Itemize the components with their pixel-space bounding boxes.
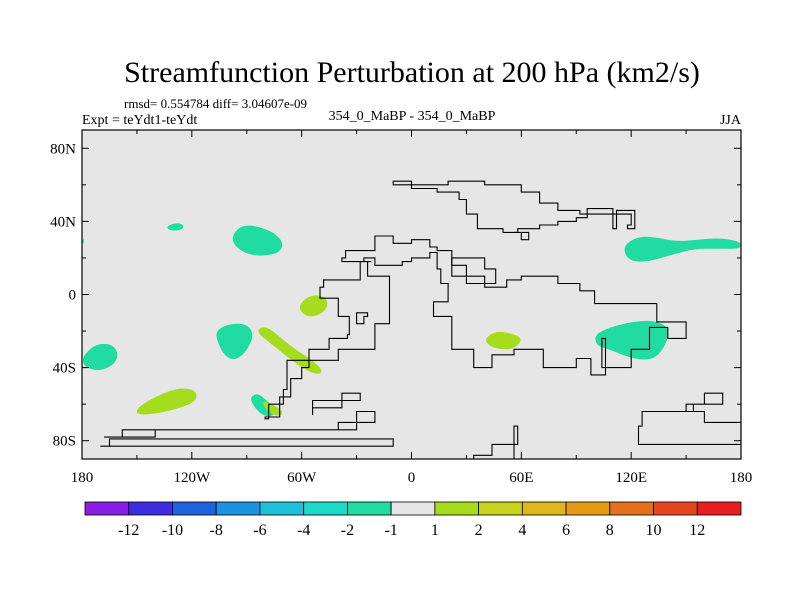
colorbar-swatch-4 [259, 501, 305, 516]
y-tick-label-1: 40N [50, 214, 76, 230]
field-layer [82, 180, 741, 459]
colorbar-label-11: 8 [606, 522, 614, 539]
colorbar-swatch-12 [609, 501, 654, 516]
coastline-6 [473, 425, 519, 459]
colorbar-swatch-9 [478, 501, 523, 516]
x-tick-label-1: 120W [173, 470, 211, 486]
x-tick-label-2: 60W [287, 470, 317, 486]
coastline-7 [637, 410, 741, 445]
contour-pos-south-africa [486, 331, 521, 350]
colorbar-swatch-10 [521, 501, 567, 516]
colorbar-swatch-0 [84, 501, 130, 516]
coastline-5 [392, 180, 636, 233]
coastline-11 [514, 231, 530, 241]
contour-pos-se-pacific [258, 327, 322, 374]
colorbar-label-12: 10 [646, 522, 662, 539]
colorbar-swatch-6 [346, 501, 392, 516]
colorbar-label-6: -1 [384, 522, 397, 539]
coastline-10 [356, 312, 369, 325]
colorbar-label-9: 4 [518, 522, 526, 539]
season-text: JJA [720, 113, 742, 128]
coastline-3 [264, 261, 391, 420]
coastline-9 [451, 257, 497, 285]
coastline-8 [685, 392, 724, 413]
colorbar-label-4: -4 [297, 522, 310, 539]
x-tick-label-4: 60E [509, 470, 533, 486]
colorbar-label-7: 1 [431, 522, 439, 539]
colorbar-swatch-14 [696, 501, 742, 516]
x-tick-label-5: 120E [615, 470, 647, 486]
contour-pos-south-america [263, 401, 282, 416]
coastline-4 [341, 235, 687, 376]
x-tick-label-6: 180 [730, 470, 753, 486]
case-text: 354_0_MaBP - 354_0_MaBP [329, 109, 496, 124]
contour-neg-west-edge [82, 239, 84, 244]
colorbar: -12 -10 -8 -6 -4 -2 -1 1 2 4 6 8 10 12 [84, 501, 742, 539]
coastline-0 [100, 438, 394, 447]
x-tick-label-3: 0 [408, 470, 416, 486]
colorbar-label-3: -6 [253, 522, 266, 539]
colorbar-swatch-3 [215, 501, 261, 516]
coastline-1 [104, 410, 376, 438]
y-tick-label-3: 40S [53, 361, 76, 377]
axes: 180 120W 60W 0 60E 120E 180 80N 40N 0 40S 80S [50, 129, 753, 486]
y-tick-label-4: 80S [53, 434, 76, 450]
contour-neg-west-pacific-s [216, 323, 253, 360]
field-background [82, 130, 741, 459]
colorbar-label-1: -10 [162, 522, 183, 539]
colorbar-swatch-2 [172, 501, 217, 516]
coastline-2 [312, 392, 361, 416]
colorbar-label-10: 6 [562, 522, 570, 539]
x-tick-label-0: 180 [71, 470, 94, 486]
colorbar-swatch-8 [434, 501, 480, 516]
colorbar-label-2: -8 [210, 522, 223, 539]
chart-title: Streamfunction Perturbation at 200 hPa (… [124, 56, 700, 89]
stats-text: rmsd= 0.554784 diff= 3.04607e-09 [124, 96, 307, 111]
contour-neg-north-pacific-e [624, 236, 741, 262]
colorbar-swatch-1 [128, 501, 173, 516]
colorbar-label-8: 2 [475, 522, 483, 539]
expt-text: Expt = teYdt1-teYdt [82, 113, 197, 128]
contour-neg-south-pacific [82, 343, 118, 371]
colorbar-swatch-11 [565, 501, 611, 516]
colorbar-label-13: 12 [689, 522, 705, 539]
colorbar-swatch-13 [653, 501, 698, 516]
contour-neg-small-pacific [167, 223, 184, 231]
contour-neg-north-pacific [232, 225, 283, 256]
y-tick-label-2: 0 [69, 288, 77, 304]
plot-area [82, 130, 741, 459]
colorbar-swatch-5 [303, 501, 348, 516]
colorbar-label-0: -12 [118, 522, 139, 539]
colorbar-label-5: -2 [341, 522, 354, 539]
colorbar-swatch-7 [390, 501, 436, 516]
contour-pos-central-pacific [299, 295, 328, 317]
y-tick-label-0: 80N [50, 141, 76, 157]
contour-pos-south-pacific [136, 388, 197, 415]
